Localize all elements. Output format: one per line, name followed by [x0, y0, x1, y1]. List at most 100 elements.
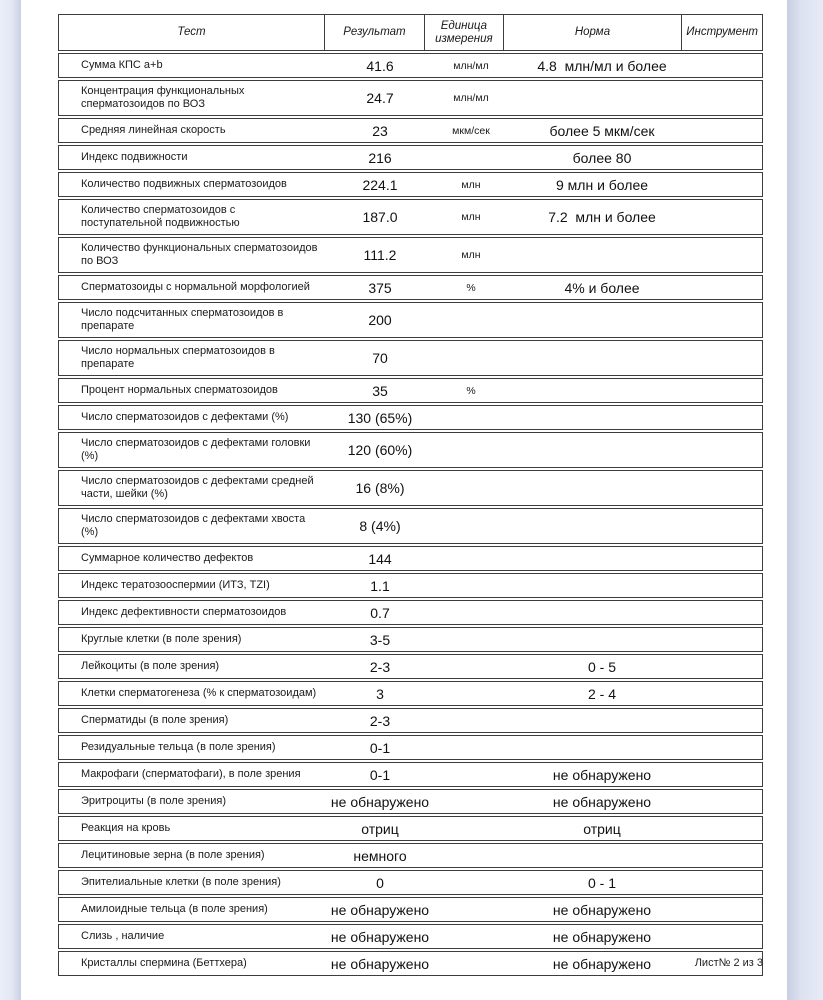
test-cell: Реакция на кровь: [81, 822, 171, 834]
test-cell: Лейкоциты (в поле зрения): [81, 660, 220, 672]
viewer-left-margin: [0, 0, 21, 1000]
result-cell: 70: [329, 341, 431, 375]
result-cell: 3: [329, 682, 431, 705]
instrument-cell: [693, 173, 762, 196]
test-cell: Число подсчитанных сперматозоидов в преп…: [81, 307, 284, 332]
result-cell: 16 (8%): [329, 471, 431, 505]
result-cell: 187.0: [329, 200, 431, 234]
result-cell: отриц: [329, 817, 431, 840]
table-row: Сперматозоиды с нормальной морфологией 3…: [58, 275, 763, 300]
norm-value: не обнаружено: [552, 928, 652, 945]
unit-cell: [431, 547, 511, 570]
result-cell: 2-3: [329, 709, 431, 732]
result-cell: 24.7: [329, 81, 431, 115]
result-cell: 111.2: [329, 238, 431, 272]
result-cell: 224.1: [329, 173, 431, 196]
norm-value: более 5 мкм/сек: [549, 122, 655, 139]
table-row: Реакция на кровь отриц отриц: [58, 816, 763, 841]
result-value: немного: [353, 847, 407, 864]
result-cell: 35: [329, 379, 431, 402]
table-row: Число сперматозоидов с дефектами средней…: [58, 470, 763, 506]
table-header-row: Тест Результат Единица измерения Норма И…: [58, 14, 763, 51]
result-cell: 0.7: [329, 601, 431, 624]
test-cell: Кристаллы спермина (Беттхера): [81, 957, 247, 969]
table-row: Лейкоциты (в поле зрения) 2-3 0 - 5: [58, 654, 763, 679]
unit-cell: млн: [431, 200, 511, 234]
unit-cell: %: [431, 379, 511, 402]
table-row: Эритроциты (в поле зрения) не обнаружено…: [58, 789, 763, 814]
unit-cell: [431, 736, 511, 759]
table-row: Эпителиальные клетки (в поле зрения) 0 0…: [58, 870, 763, 895]
instrument-cell: [693, 628, 762, 651]
norm-cell: [511, 433, 693, 467]
norm-value: 4% и более: [564, 279, 640, 296]
test-cell: Число сперматозоидов с дефектами головки…: [81, 437, 311, 462]
unit-cell: [431, 509, 511, 543]
unit-cell: [431, 709, 511, 732]
norm-cell: более 80: [511, 146, 693, 169]
instrument-cell: [693, 406, 762, 429]
test-cell: Число сперматозоидов с дефектами хвоста …: [81, 513, 306, 538]
norm-cell: не обнаружено: [511, 925, 693, 948]
result-value: 224.1: [362, 176, 398, 193]
norm-value: не обнаружено: [552, 766, 652, 783]
result-cell: 0-1: [329, 763, 431, 786]
instrument-cell: [693, 119, 762, 142]
test-cell: Число нормальных сперматозоидов в препар…: [81, 345, 275, 370]
instrument-cell: [693, 433, 762, 467]
norm-cell: [511, 238, 693, 272]
result-value: не обнаружено: [330, 928, 430, 945]
results-table: Тест Результат Единица измерения Норма И…: [58, 14, 763, 978]
norm-cell: не обнаружено: [511, 898, 693, 921]
norm-cell: 0 - 1: [511, 871, 693, 894]
results-table-body: Сумма КПС a+b 41.6 млн/мл 4.8 млн/мл и б…: [58, 53, 763, 976]
unit-cell: [431, 146, 511, 169]
table-row: Круглые клетки (в поле зрения) 3-5: [58, 627, 763, 652]
viewer-right-margin: [787, 0, 823, 1000]
unit-cell: мкм/сек: [431, 119, 511, 142]
norm-cell: 2 - 4: [511, 682, 693, 705]
norm-cell: [511, 471, 693, 505]
unit-cell: [431, 682, 511, 705]
result-cell: 130 (65%): [329, 406, 431, 429]
norm-value: 0 - 1: [587, 874, 617, 891]
unit-cell: млн: [431, 173, 511, 196]
norm-cell: [511, 341, 693, 375]
table-row: Кристаллы спермина (Беттхера) не обнаруж…: [58, 951, 763, 976]
instrument-cell: [693, 200, 762, 234]
result-cell: 375: [329, 276, 431, 299]
unit-cell: [431, 601, 511, 624]
instrument-cell: [693, 509, 762, 543]
instrument-cell: [693, 844, 762, 867]
result-value: 144: [368, 550, 392, 567]
instrument-cell: [693, 601, 762, 624]
unit-cell: [431, 898, 511, 921]
norm-cell: 0 - 5: [511, 655, 693, 678]
unit-cell: %: [431, 276, 511, 299]
norm-cell: 9 млн и более: [511, 173, 693, 196]
table-row: Сперматиды (в поле зрения) 2-3: [58, 708, 763, 733]
result-value: 187.0: [362, 209, 398, 225]
test-cell: Клетки сперматогенеза (% к сперматозоида…: [81, 687, 317, 699]
result-value: 111.2: [363, 247, 397, 263]
result-cell: 200: [329, 303, 431, 337]
result-value: 120 (60%): [347, 442, 413, 458]
unit-cell: млн/мл: [431, 54, 511, 77]
unit-cell: [431, 871, 511, 894]
instrument-cell: [693, 54, 762, 77]
result-value: 200: [368, 312, 392, 328]
norm-cell: 4% и более: [511, 276, 693, 299]
result-cell: 120 (60%): [329, 433, 431, 467]
table-row: Амилоидные тельца (в поле зрения) не обн…: [58, 897, 763, 922]
norm-value: 7.2 млн и более: [548, 209, 656, 225]
unit-cell: [431, 341, 511, 375]
table-row: Макрофаги (сперматофаги), в поле зрения …: [58, 762, 763, 787]
norm-cell: 4.8 млн/мл и более: [511, 54, 693, 77]
result-value: 8 (4%): [359, 518, 401, 534]
table-row: Средняя линейная скорость 23 мкм/сек бол…: [58, 118, 763, 143]
test-cell: Резидуальные тельца (в поле зрения): [81, 741, 276, 753]
result-cell: 3-5: [329, 628, 431, 651]
test-cell: Сперматозоиды с нормальной морфологией: [81, 281, 310, 293]
instrument-cell: [693, 81, 762, 115]
result-value: 0-1: [369, 766, 391, 783]
